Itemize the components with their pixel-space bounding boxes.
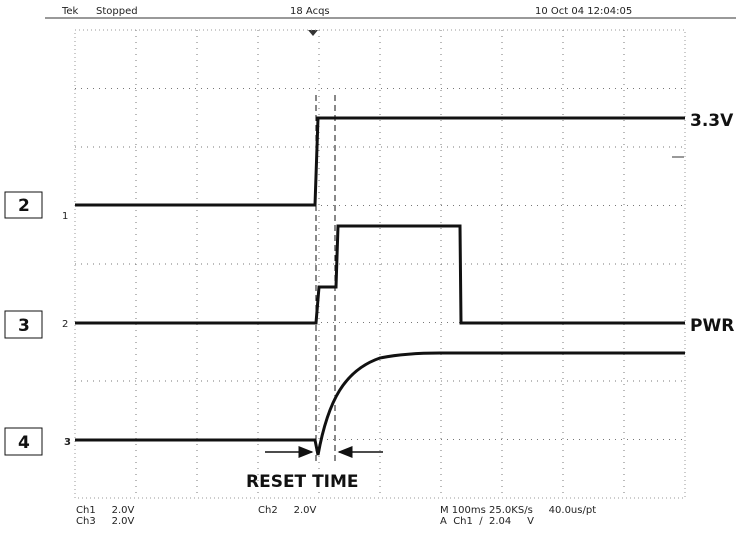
box-label: 2 bbox=[18, 196, 30, 216]
footer-ch1: Ch1 2.0V bbox=[76, 505, 134, 516]
status: Stopped bbox=[96, 6, 138, 17]
screen-border bbox=[74, 29, 686, 499]
trace-3v3 bbox=[75, 116, 685, 207]
channel-marker: 3 bbox=[64, 437, 71, 448]
acquisitions: 18 Acqs bbox=[290, 6, 330, 17]
footer-ch3: Ch3 2.0V bbox=[76, 516, 134, 527]
trigger-position bbox=[308, 30, 318, 36]
trace-reset bbox=[75, 351, 685, 456]
footer-trigger: A Ch1 ∕ 2.04 V bbox=[440, 516, 534, 527]
box-label: 3 bbox=[18, 316, 30, 336]
footer-ch2: Ch2 2.0V bbox=[258, 505, 316, 516]
footer-timebase: M 100ms 25.0KS/s 40.0us/pt bbox=[440, 505, 596, 516]
signal-label: 3.3V bbox=[690, 111, 734, 131]
brand: Tek bbox=[61, 6, 79, 17]
graticule bbox=[75, 30, 685, 498]
box bbox=[4, 191, 43, 219]
box bbox=[4, 310, 43, 339]
box-label: 4 bbox=[18, 433, 30, 453]
timestamp: 10 Oct 04 12:04:05 bbox=[535, 6, 632, 17]
box bbox=[4, 427, 43, 456]
signal-label: PWR bbox=[690, 316, 734, 336]
annotation: RESET TIME bbox=[246, 472, 359, 492]
channel-marker: 1 bbox=[62, 211, 68, 222]
channel-marker: 2 bbox=[62, 319, 68, 330]
